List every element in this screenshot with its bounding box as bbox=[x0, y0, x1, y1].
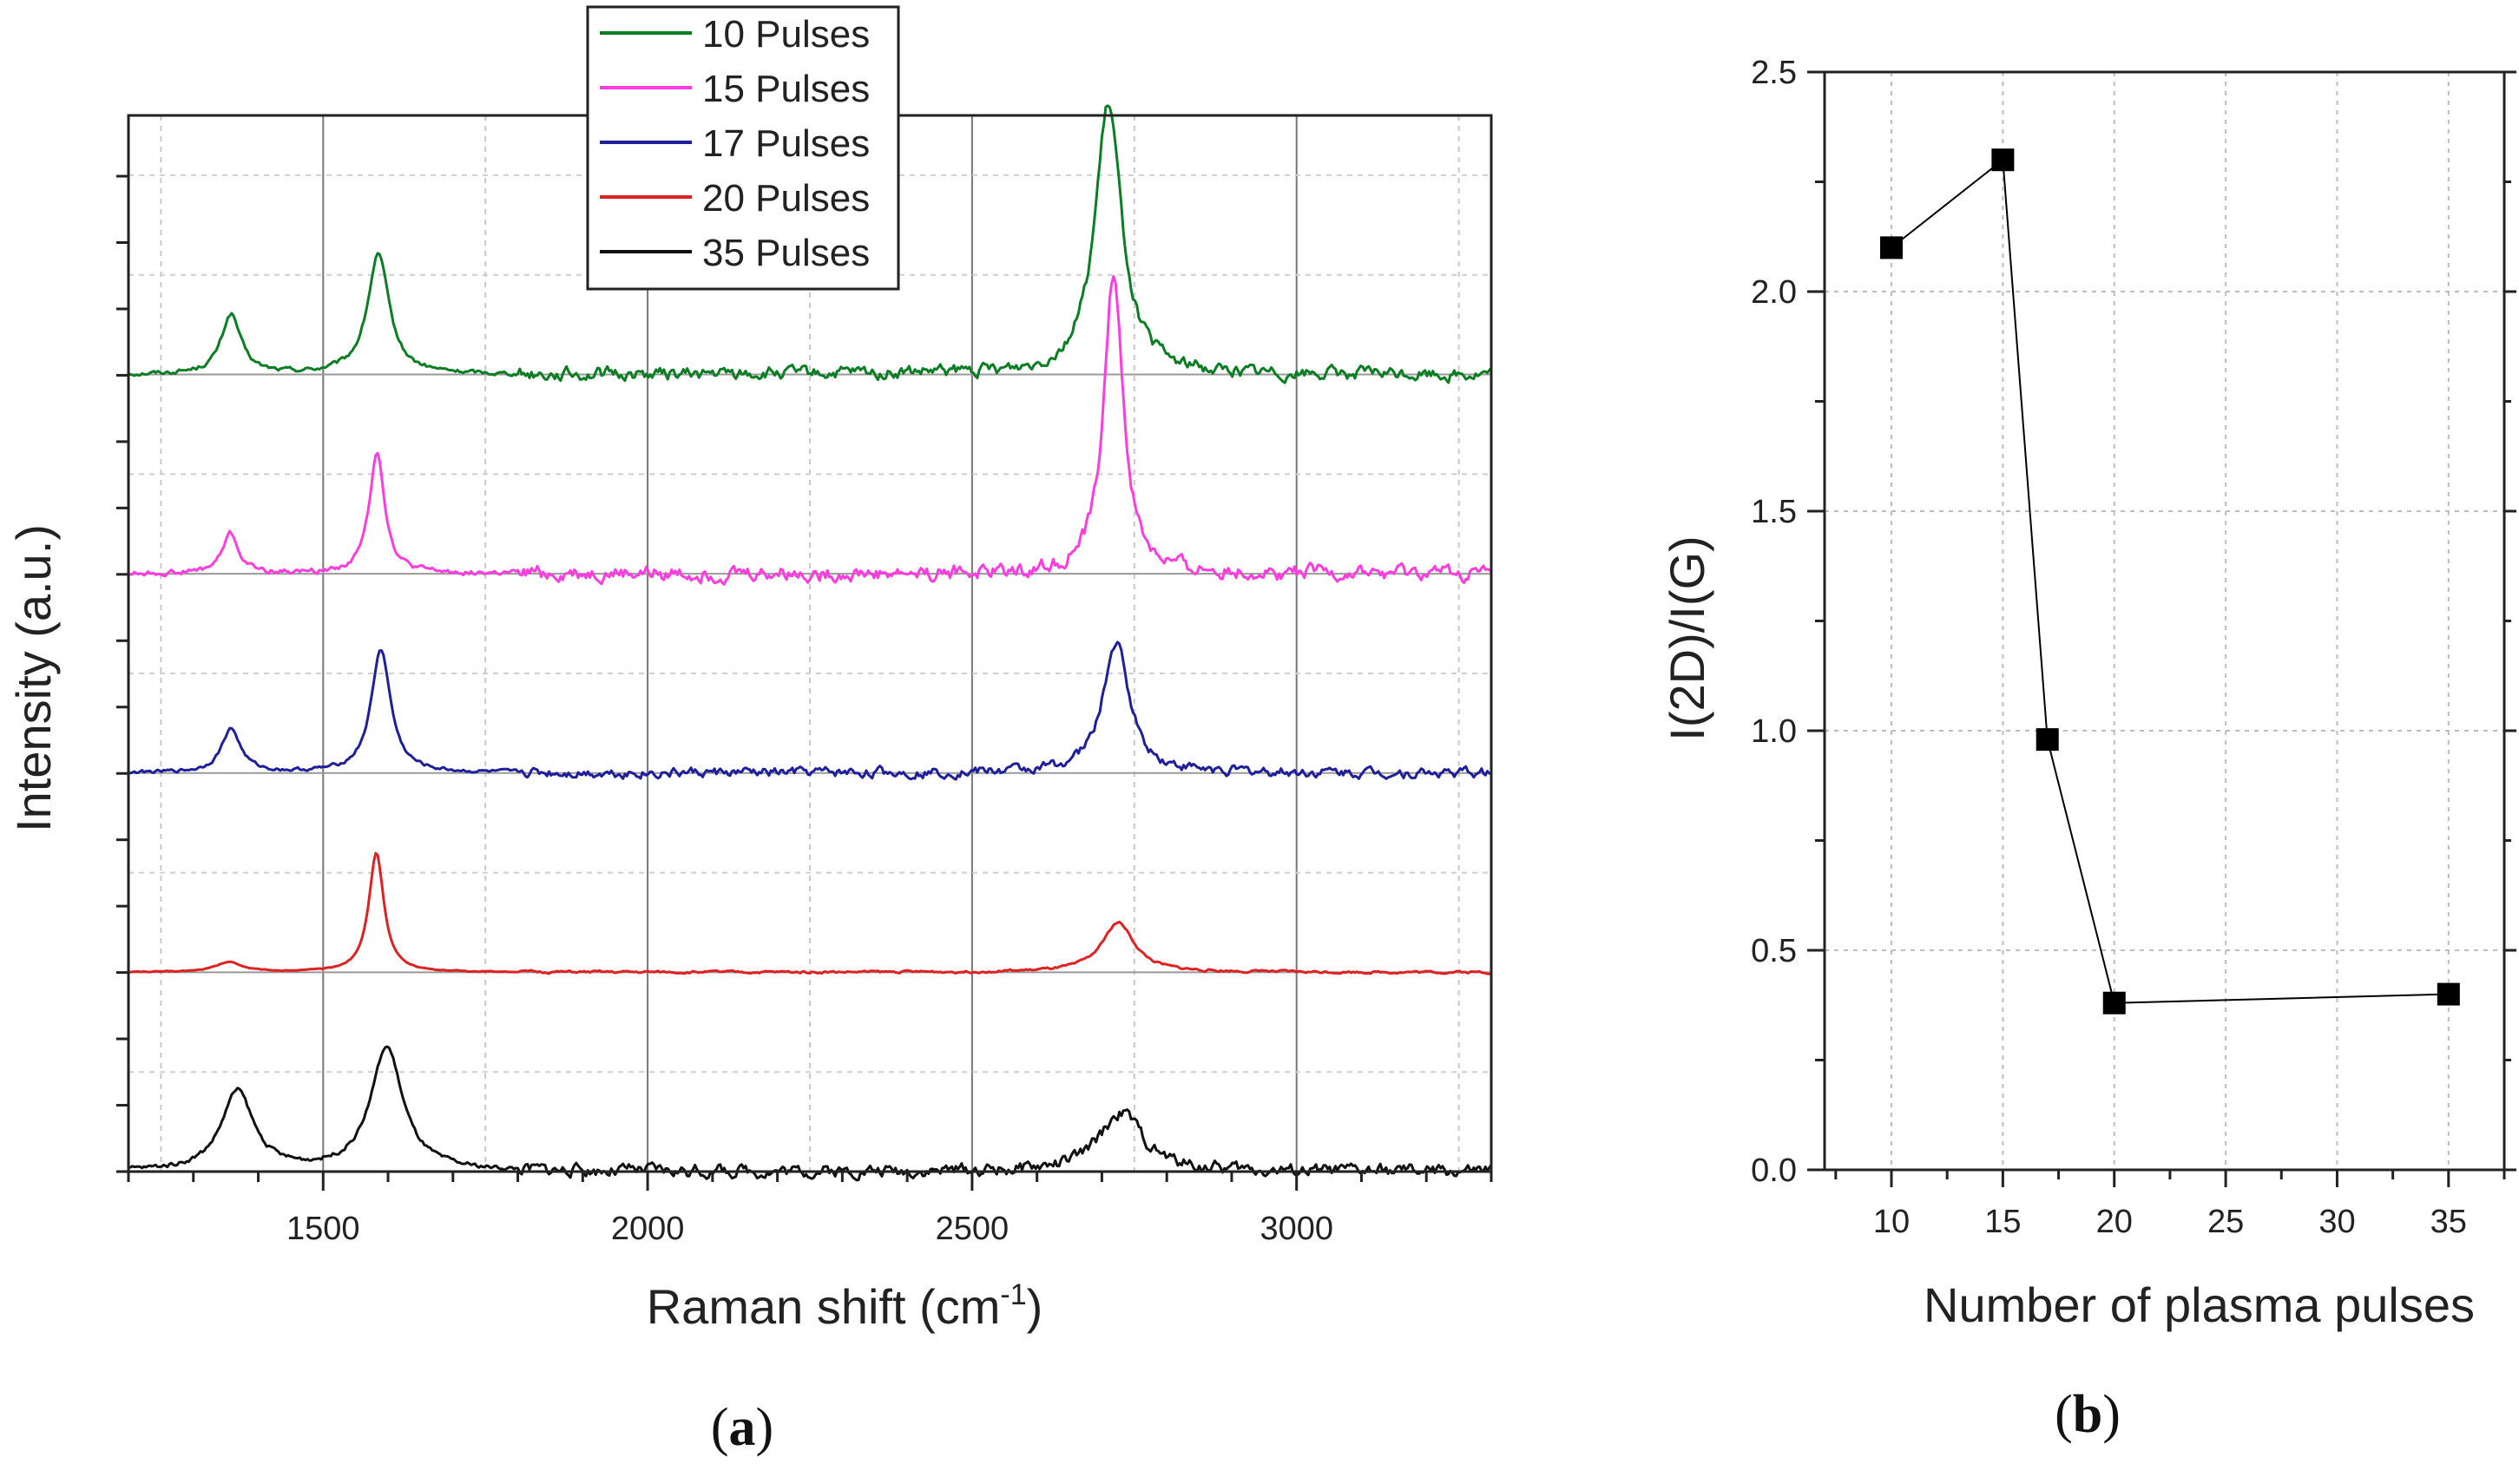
y-axis-title-b: I(2D)/I(G) bbox=[1660, 535, 1714, 740]
legend-box bbox=[586, 5, 900, 291]
data-point-marker bbox=[1880, 236, 1904, 259]
plot-frame-b bbox=[1823, 70, 2506, 1172]
series-line-17-pulses bbox=[128, 640, 1492, 781]
x-tick-label-b: 20 bbox=[2096, 1204, 2133, 1240]
x-axis-title-b: Number of plasma pulses bbox=[1924, 1277, 2475, 1332]
series-b bbox=[1880, 148, 2460, 1015]
x-tick-label-b: 25 bbox=[2207, 1204, 2244, 1240]
data-point-marker bbox=[2437, 982, 2460, 1006]
panel-b-open: ( bbox=[2055, 1385, 2073, 1444]
x-tick-label-b: 15 bbox=[1984, 1204, 2021, 1240]
data-point-marker bbox=[1991, 148, 2015, 172]
y-tick-label-b: 2.0 bbox=[1751, 274, 1797, 311]
legend-entry: 10 Pulses bbox=[702, 13, 870, 56]
raman-spectra-chart: 1500 2000 2500 3000 Intensity (a.u.) Raman … bbox=[6, 5, 1493, 1334]
ratio-chart: 10 15 20 25 30 35 0.0 0.5 1.0 1.5 2.0 2.5 I(2D)/I(G… bbox=[1660, 55, 2516, 1332]
x-axis-title-sup: -1 bbox=[1000, 1278, 1026, 1311]
series-line-10-pulses bbox=[128, 104, 1493, 384]
y-tick-label-b: 0.0 bbox=[1751, 1152, 1797, 1189]
y-tick-label-b: 1.5 bbox=[1751, 494, 1797, 530]
x-tick-label-a: 2500 bbox=[936, 1211, 1010, 1247]
panel-a-letter: a bbox=[729, 1398, 756, 1457]
ticks-a: 1500 2000 2500 3000 bbox=[116, 174, 1493, 1247]
y-tick-label-b: 0.5 bbox=[1751, 933, 1797, 969]
panel-b-close: ) bbox=[2102, 1385, 2121, 1444]
x-tick-label-b: 30 bbox=[2318, 1204, 2355, 1240]
panel-b-letter: b bbox=[2073, 1385, 2102, 1444]
panel-a-open: ( bbox=[711, 1398, 729, 1457]
legend-entry: 35 Pulses bbox=[702, 232, 870, 274]
legend-entry: 17 Pulses bbox=[702, 122, 870, 165]
series-line-15-pulses bbox=[128, 275, 1492, 586]
series-line-35-pulses bbox=[128, 1045, 1493, 1182]
x-axis-title-end: ) bbox=[1027, 1279, 1043, 1334]
y-axis-title-a: Intensity (a.u.) bbox=[6, 524, 61, 832]
grid-b bbox=[1825, 71, 2504, 1171]
panel-label-a: (a) bbox=[711, 1398, 773, 1457]
legend: 10 Pulses 15 Pulses 17 Pulses 20 Pulses 35 P… bbox=[586, 5, 900, 291]
x-tick-label-a: 2000 bbox=[611, 1211, 685, 1247]
x-axis-title-a: Raman shift (cm-1) bbox=[647, 1278, 1043, 1334]
panel-a-close: ) bbox=[756, 1398, 774, 1457]
data-point-marker bbox=[2102, 991, 2126, 1015]
legend-entry: 15 Pulses bbox=[702, 68, 870, 110]
series-line-ratio bbox=[1891, 158, 2449, 1004]
y-tick-label-b: 2.5 bbox=[1751, 55, 1797, 91]
series-lines-a bbox=[128, 104, 1493, 1182]
data-point-marker bbox=[2036, 728, 2059, 752]
x-tick-label-a: 3000 bbox=[1260, 1211, 1333, 1247]
x-tick-label-a: 1500 bbox=[286, 1211, 360, 1247]
series-line-20-pulses bbox=[128, 851, 1492, 975]
y-tick-label-b: 1.0 bbox=[1751, 713, 1797, 750]
x-axis-title-main: Raman shift (cm bbox=[647, 1279, 1001, 1334]
x-tick-label-b: 10 bbox=[1873, 1204, 1910, 1240]
panel-label-b: (b) bbox=[2055, 1385, 2121, 1444]
legend-entry: 20 Pulses bbox=[702, 177, 870, 220]
ticks-b: 10 15 20 25 30 35 0.0 0.5 1.0 1.5 2.0 2.5 bbox=[1751, 55, 2516, 1240]
x-tick-label-b: 35 bbox=[2430, 1204, 2467, 1240]
